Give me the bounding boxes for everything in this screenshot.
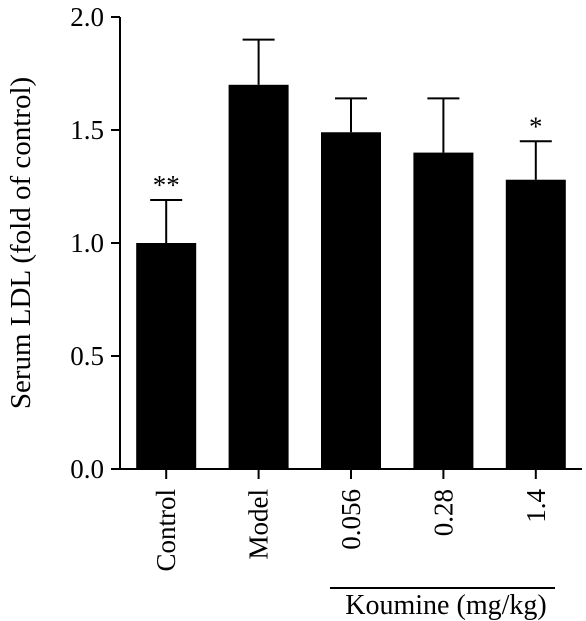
y-tick-label: 0.5 <box>70 341 104 371</box>
y-tick-label: 1.5 <box>70 115 104 145</box>
x-tick-label: 1.4 <box>521 489 551 523</box>
x-tick-label: 0.056 <box>336 489 366 550</box>
bar <box>136 243 197 469</box>
bar <box>505 179 566 469</box>
x-tick-label: Model <box>244 489 274 560</box>
x-axis: Control Model 0.056 0.28 1.4 <box>119 468 582 572</box>
y-axis-title: Serum LDL (fold of control) <box>5 77 37 409</box>
x-tick-label: 0.28 <box>428 489 458 536</box>
group-label: Koumine (mg/kg) <box>345 590 546 621</box>
x-tick-label: Control <box>151 489 181 572</box>
y-axis: 0.0 0.5 1.0 1.5 2.0 <box>70 2 121 484</box>
bar <box>321 132 381 469</box>
annotations: *** <box>153 111 543 200</box>
bar <box>413 152 474 469</box>
significance-mark: * <box>529 111 543 141</box>
significance-mark: ** <box>153 170 180 200</box>
y-tick-label: 1.0 <box>70 228 104 258</box>
bar <box>228 84 289 470</box>
y-tick-label: 2.0 <box>70 2 104 32</box>
bars <box>136 38 566 470</box>
y-tick-label: 0.0 <box>70 454 104 484</box>
